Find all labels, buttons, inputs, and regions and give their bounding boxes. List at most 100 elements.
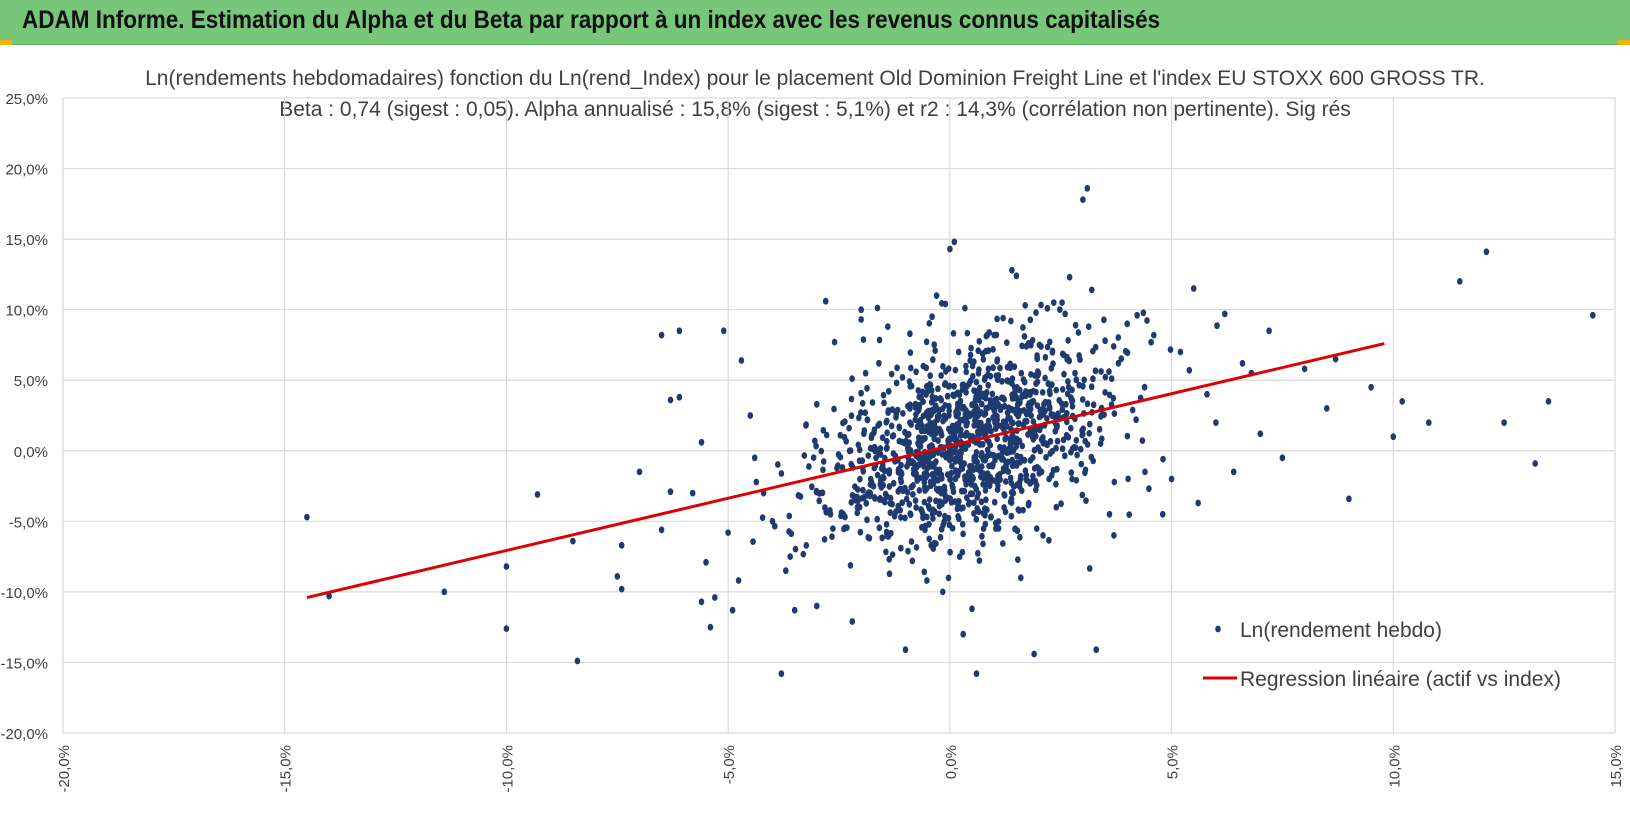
data-point xyxy=(930,356,936,364)
data-point xyxy=(841,433,848,441)
data-point xyxy=(1056,396,1062,404)
data-point xyxy=(980,525,987,532)
data-point xyxy=(837,431,844,439)
data-point xyxy=(1032,477,1039,485)
data-point xyxy=(962,473,968,480)
data-point xyxy=(985,404,991,411)
data-point xyxy=(1016,437,1023,445)
data-point xyxy=(1096,425,1103,433)
data-point xyxy=(1053,503,1060,511)
data-point xyxy=(1204,390,1210,398)
data-point xyxy=(803,421,809,429)
data-point xyxy=(936,510,943,518)
data-point xyxy=(1080,196,1086,204)
data-point xyxy=(1089,286,1095,294)
data-point xyxy=(1027,479,1033,487)
data-point xyxy=(995,372,1002,379)
data-point xyxy=(900,487,906,495)
y-tick-label: 0,0% xyxy=(14,444,48,461)
data-point xyxy=(820,426,827,434)
x-tick-label: 15,0% xyxy=(1608,745,1625,788)
data-point xyxy=(1098,412,1104,420)
data-point xyxy=(935,385,941,393)
data-point xyxy=(1146,485,1152,493)
data-point xyxy=(858,306,864,314)
data-point xyxy=(1139,437,1146,444)
data-point xyxy=(913,504,919,511)
data-point xyxy=(955,389,961,397)
data-point xyxy=(929,510,936,518)
data-point xyxy=(1018,369,1025,377)
data-point xyxy=(1082,466,1089,474)
data-point xyxy=(1065,337,1071,344)
data-point xyxy=(1019,442,1026,450)
data-point xyxy=(916,487,923,494)
data-point xyxy=(813,442,819,450)
data-point xyxy=(1038,406,1045,413)
data-point xyxy=(1034,378,1041,386)
legend: Ln(rendement hebdo) Regression linéaire (… xyxy=(1203,619,1561,691)
data-point xyxy=(886,467,893,474)
data-point xyxy=(944,452,950,459)
data-point xyxy=(1053,480,1059,488)
data-point xyxy=(995,482,1001,489)
data-point xyxy=(909,458,915,466)
data-point xyxy=(992,456,998,464)
data-point xyxy=(993,525,999,532)
data-point xyxy=(1018,574,1024,582)
data-point xyxy=(907,419,913,426)
data-point xyxy=(908,364,914,372)
data-point xyxy=(831,405,837,413)
data-point xyxy=(938,525,945,533)
data-point xyxy=(944,392,951,400)
data-point xyxy=(1038,343,1044,350)
data-point xyxy=(1086,430,1092,437)
data-point xyxy=(993,519,999,527)
data-point xyxy=(1087,420,1093,428)
x-tick-label: -10,0% xyxy=(499,745,516,793)
data-point xyxy=(1501,419,1507,426)
data-point xyxy=(1035,464,1041,472)
data-point xyxy=(990,404,996,412)
data-point xyxy=(1124,432,1131,440)
data-point xyxy=(903,437,909,445)
data-point xyxy=(1001,402,1008,410)
data-point xyxy=(993,331,1000,339)
data-point xyxy=(881,399,887,407)
data-point xyxy=(909,557,916,565)
data-point xyxy=(910,482,916,489)
data-point xyxy=(725,529,731,536)
data-point xyxy=(932,402,939,410)
data-point xyxy=(862,369,869,377)
chart-subtitle: Beta : 0,74 (sigest : 0,05). Alpha annua… xyxy=(279,98,1351,121)
data-point xyxy=(849,375,855,382)
data-point xyxy=(987,473,994,481)
data-point xyxy=(933,458,939,466)
data-point xyxy=(753,478,760,486)
data-point xyxy=(942,380,949,387)
data-point xyxy=(987,451,994,458)
data-point xyxy=(959,465,966,472)
data-point xyxy=(954,400,961,408)
data-point xyxy=(1013,272,1020,280)
data-point xyxy=(818,447,825,455)
data-point xyxy=(983,394,989,402)
data-point xyxy=(1063,400,1069,408)
data-point xyxy=(963,368,969,376)
y-tick-label: 10,0% xyxy=(5,303,48,320)
data-point xyxy=(1035,444,1041,452)
corner-marker-right xyxy=(1618,40,1630,45)
data-point xyxy=(947,435,954,443)
data-point xyxy=(814,400,820,408)
data-point xyxy=(864,384,870,392)
legend-marker-scatter xyxy=(1215,625,1221,633)
data-point xyxy=(1014,452,1020,460)
data-point xyxy=(1047,390,1053,398)
page-title: ADAM Informe. Estimation du Alpha et du … xyxy=(22,6,1161,34)
data-point xyxy=(960,630,966,638)
data-point xyxy=(876,450,882,458)
data-point xyxy=(1126,511,1132,518)
data-point xyxy=(1044,441,1050,449)
data-point xyxy=(1004,449,1010,457)
data-point xyxy=(1077,356,1083,363)
